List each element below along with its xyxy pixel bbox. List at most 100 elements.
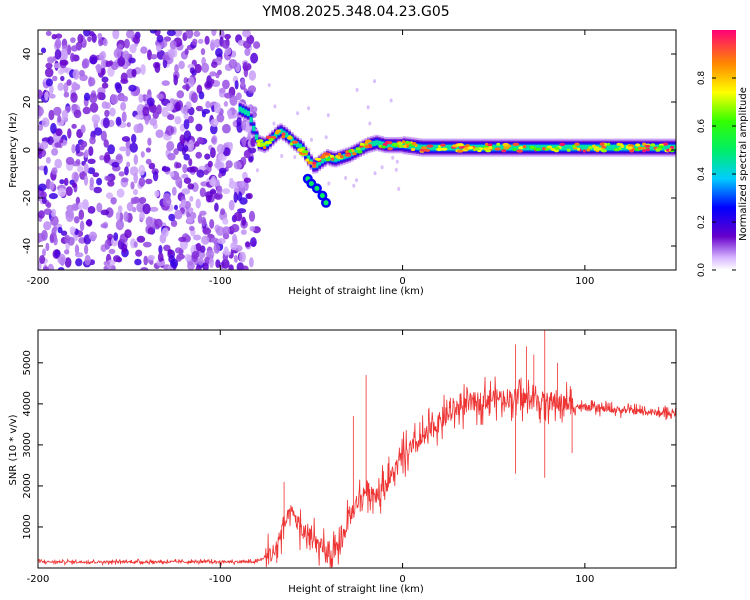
- noise-blob: [215, 157, 221, 169]
- ridge-peak: [281, 135, 286, 139]
- noise-blob: [147, 227, 154, 235]
- noise-blob: [109, 107, 116, 117]
- ridge-cell: [536, 144, 540, 151]
- noise-blob: [38, 124, 44, 131]
- noise-blob: [98, 52, 105, 61]
- noise-blob: [101, 101, 109, 109]
- noise-blob: [143, 255, 148, 266]
- ridge-cell: [285, 132, 289, 138]
- noise-blob: [52, 75, 58, 82]
- noise-blob: [168, 49, 176, 59]
- noise-blob: [216, 113, 225, 123]
- noise-blob: [73, 216, 80, 224]
- ridge-peak: [588, 146, 593, 150]
- noise-blob: [150, 104, 157, 113]
- noise-blob: [188, 139, 194, 151]
- noise-blob: [70, 37, 76, 43]
- noise-blob: [70, 45, 78, 52]
- noise-blob: [249, 257, 254, 268]
- noise-blob: [223, 246, 229, 256]
- noise-blob: [124, 166, 129, 176]
- noise-blob: [124, 229, 132, 239]
- noise-blob: [148, 162, 156, 170]
- noise-blob: [167, 153, 176, 161]
- ridge-peak: [642, 142, 647, 146]
- noise-blob: [77, 33, 84, 44]
- noise-blob: [42, 266, 49, 270]
- noise-blob: [75, 159, 81, 165]
- noise-blob: [218, 172, 223, 179]
- noise-blob: [38, 232, 42, 244]
- noise-blob: [209, 257, 214, 268]
- ridge-cell: [446, 144, 450, 151]
- ridge-peak: [265, 141, 273, 145]
- noise-blob: [61, 230, 68, 236]
- noise-blob: [174, 116, 182, 125]
- noise-blob: [201, 216, 207, 227]
- ridge-peak: [572, 144, 576, 148]
- noise-blob: [67, 128, 72, 139]
- colorbar-label: Normalized spectral amplitude: [738, 87, 749, 241]
- noise-blob: [232, 233, 237, 244]
- noise-blob: [121, 111, 127, 123]
- noise-blob: [133, 189, 138, 196]
- noise-blob: [88, 77, 96, 87]
- noise-blob: [180, 199, 186, 208]
- noise-blob: [119, 146, 127, 152]
- noise-blob: [87, 206, 96, 214]
- ridge-peak: [274, 131, 280, 135]
- ridge-cell: [632, 144, 636, 151]
- noise-blob: [110, 197, 117, 205]
- ridge-peak: [402, 144, 407, 148]
- ridge-cell: [449, 144, 453, 151]
- noise-blob: [75, 143, 81, 154]
- noise-blob: [59, 179, 65, 185]
- noise-blob: [183, 77, 189, 84]
- noise-blob: [246, 193, 253, 200]
- noise-blob: [233, 160, 243, 170]
- noise-blob: [115, 219, 124, 231]
- spectrogram-xlabel: Height of straight line (km): [288, 286, 424, 297]
- noise-blob: [156, 34, 164, 43]
- noise-blob: [48, 84, 54, 95]
- noise-blob: [174, 247, 183, 254]
- noise-blob: [169, 171, 175, 178]
- ridge-cell: [511, 144, 516, 151]
- noise-blob: [78, 69, 85, 77]
- noise-blob: [100, 130, 107, 142]
- noise-blob: [250, 137, 256, 147]
- ridge-peak: [339, 155, 344, 159]
- noise-blob: [120, 102, 127, 111]
- noise-blob: [218, 167, 227, 174]
- ridge-cell: [561, 144, 565, 151]
- y-tick-label: 0: [22, 147, 33, 153]
- noise-blob: [140, 151, 145, 158]
- noise-blob: [108, 60, 114, 66]
- noise-blob: [183, 153, 190, 161]
- noise-blob: [126, 202, 134, 212]
- ridge-cell: [298, 143, 302, 149]
- secondary-blob: [319, 193, 325, 199]
- ridge-peak: [315, 157, 322, 161]
- noise-blob: [211, 61, 218, 68]
- noise-blob: [195, 264, 202, 270]
- noise-blob: [186, 166, 195, 173]
- noise-blob: [154, 62, 161, 73]
- ridge-cell: [323, 156, 327, 162]
- noise-blob: [170, 258, 179, 269]
- colorbar-tick-label: 0.8: [697, 71, 707, 86]
- noise-blob: [213, 102, 221, 114]
- noise-blob: [57, 82, 64, 92]
- noise-blob: [253, 41, 261, 49]
- ridge-peak: [458, 145, 464, 149]
- colorbar-axes: 0.0 0.2 0.4 0.6 0.8: [697, 71, 736, 277]
- noise-blob: [129, 142, 138, 153]
- noise-blob: [146, 97, 155, 107]
- noise-blob: [138, 93, 144, 103]
- noise-blob: [147, 49, 152, 61]
- ridge-peak: [554, 146, 560, 150]
- noise-blob: [189, 195, 194, 202]
- noise-blob: [217, 238, 226, 245]
- ridge-peak: [635, 143, 641, 147]
- noise-blob: [84, 244, 89, 255]
